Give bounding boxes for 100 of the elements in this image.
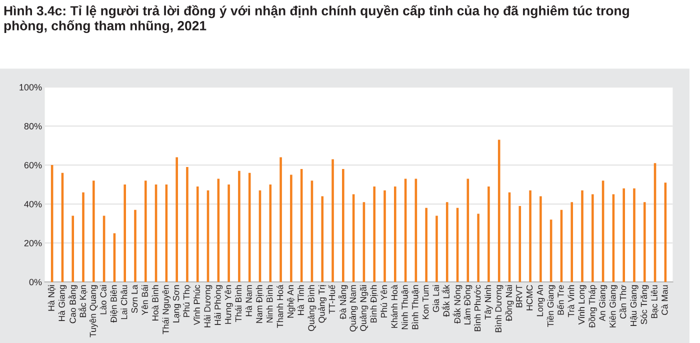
x-tick-label: Hải Phòng bbox=[214, 285, 223, 325]
x-tick-label: TT-Huế bbox=[328, 284, 336, 314]
x-tick-label: Lào Cai bbox=[100, 285, 106, 314]
bar bbox=[436, 216, 438, 282]
x-tick-label: Đồng Tháp bbox=[588, 285, 597, 328]
x-tick-label: Nghệ An bbox=[287, 285, 296, 318]
x-tick-label: Lâm Đồng bbox=[464, 285, 472, 324]
bar bbox=[633, 188, 636, 282]
bar bbox=[82, 192, 84, 282]
bar bbox=[176, 157, 178, 282]
y-tick-label: 100% bbox=[20, 84, 42, 90]
x-tick-label: Lai Châu bbox=[120, 285, 128, 320]
bar bbox=[144, 180, 147, 282]
x-tick-label: Yên Bái bbox=[141, 285, 148, 316]
x-tick-label: Bình Phước bbox=[474, 284, 481, 332]
x-tick-label: Bến Tre bbox=[557, 285, 564, 315]
x-tick-label: Tuyên Quang bbox=[90, 285, 98, 338]
x-tick-label: Kon Tum bbox=[422, 285, 429, 320]
x-tick-label: BRVT bbox=[516, 284, 522, 308]
y-tick-label: 0% bbox=[29, 278, 42, 286]
bar bbox=[540, 196, 542, 282]
x-tick-label: Quảng Bình bbox=[308, 285, 316, 332]
x-tick-label: Phú Thọ bbox=[183, 285, 191, 317]
x-tick-label: Bình Dương bbox=[494, 285, 504, 332]
y-tick-label: 60% bbox=[24, 162, 42, 168]
y-tick-label: 80% bbox=[24, 123, 42, 130]
bar bbox=[394, 186, 396, 282]
x-tick-label: Đà Nẵng bbox=[338, 285, 348, 320]
x-tick-label: Nam Định bbox=[256, 285, 264, 323]
x-tick-label: Thái Nguyên bbox=[162, 285, 171, 334]
bar bbox=[321, 196, 324, 282]
bar bbox=[643, 202, 646, 282]
x-tick-label: Hà Nam bbox=[245, 285, 252, 316]
bar bbox=[134, 210, 136, 282]
bar bbox=[342, 168, 344, 282]
x-tick-label: Ninh Bình bbox=[266, 285, 273, 322]
x-tick-label: Cao Bằng bbox=[68, 285, 78, 324]
x-tick-label: Bắc Kạn bbox=[78, 285, 88, 318]
bar bbox=[570, 202, 574, 282]
x-tick-label: Hải Dương bbox=[204, 285, 212, 328]
bar bbox=[446, 202, 448, 282]
x-tick-label: Sơn La bbox=[131, 284, 138, 313]
x-tick-label: Đắk Lắk bbox=[442, 284, 450, 317]
x-tick-label: Gia Lai bbox=[432, 285, 440, 312]
bar bbox=[581, 190, 584, 282]
x-tick-label: Cần Thơ bbox=[619, 284, 626, 319]
x-tick-label: Đồng Nai bbox=[505, 285, 514, 322]
x-tick-label: Thái Bình bbox=[235, 285, 242, 322]
bar bbox=[373, 186, 376, 282]
x-tick-label: Khánh Hoà bbox=[390, 284, 398, 328]
x-tick-label: Bình Thuận bbox=[412, 285, 420, 330]
x-tick-label: Cà Mau bbox=[661, 285, 668, 315]
bar bbox=[72, 216, 74, 282]
x-tick-label: Long An bbox=[536, 285, 545, 316]
y-tick-label: 20% bbox=[24, 240, 42, 246]
chart-title: Hình 3.4c: Tỉ lệ người trả lời đồng ý với nhận định chính quyền cấp tỉnh của họ đã nghiêm túc trong phòng, chống tham nhũng, 2021 bbox=[4, 5, 629, 34]
bar bbox=[290, 174, 292, 282]
bar bbox=[238, 170, 240, 282]
bar bbox=[622, 188, 625, 282]
bar bbox=[592, 194, 594, 282]
bar bbox=[477, 214, 480, 282]
bar bbox=[196, 186, 199, 282]
x-tick-label: Đắk Nông bbox=[452, 285, 462, 324]
x-tick-label: Hoà Bình bbox=[152, 285, 158, 320]
x-tick-label: Hà Giang bbox=[58, 285, 67, 321]
bar bbox=[425, 208, 428, 282]
x-tick-label: Thanh Hoá bbox=[276, 284, 284, 328]
x-tick-label: Vĩnh Phúc bbox=[193, 284, 200, 326]
x-tick-label: HCMC bbox=[526, 285, 533, 310]
x-tick-label: Bạc Liêu bbox=[650, 285, 659, 318]
x-tick-label: Quảng Trị bbox=[318, 285, 327, 323]
x-tick-label: An Giang bbox=[598, 285, 608, 322]
x-tick-label: Hà Tĩnh bbox=[297, 285, 304, 315]
bar bbox=[529, 190, 532, 282]
bar bbox=[186, 167, 188, 282]
bar bbox=[384, 190, 386, 282]
bar bbox=[92, 180, 95, 282]
x-tick-label: Kiên Giang bbox=[609, 285, 618, 328]
x-tick-label: Quảng Nam bbox=[349, 285, 358, 332]
bar bbox=[518, 206, 522, 282]
y-tick-label: 40% bbox=[24, 200, 42, 208]
bar bbox=[228, 184, 230, 282]
x-tick-label: Hà Nội bbox=[48, 285, 56, 311]
x-tick-label: Hậu Giang bbox=[630, 285, 638, 326]
x-tick-label: Sóc Trăng bbox=[640, 285, 649, 324]
x-tick-label: Phú Yên bbox=[380, 285, 388, 318]
x-tick-label: Trà Vinh bbox=[568, 285, 574, 318]
bar bbox=[124, 184, 126, 282]
x-tick-label: Vĩnh Long bbox=[578, 285, 586, 325]
x-tick-label: Ninh Thuận bbox=[401, 285, 410, 330]
x-tick-label: Tây Ninh bbox=[484, 285, 493, 320]
x-tick-label: Bình Định bbox=[370, 285, 378, 322]
bar bbox=[269, 184, 272, 282]
bar bbox=[280, 157, 282, 282]
x-tick-label: Hưng Yên bbox=[224, 285, 233, 324]
x-tick-label: Tiền Giang bbox=[546, 285, 556, 327]
x-tick-label: Điện Biên bbox=[110, 285, 118, 323]
x-tick-label: Lạng Sơn bbox=[172, 285, 181, 322]
bar bbox=[488, 186, 490, 282]
x-tick-label: Quảng Ngãi bbox=[360, 285, 368, 332]
